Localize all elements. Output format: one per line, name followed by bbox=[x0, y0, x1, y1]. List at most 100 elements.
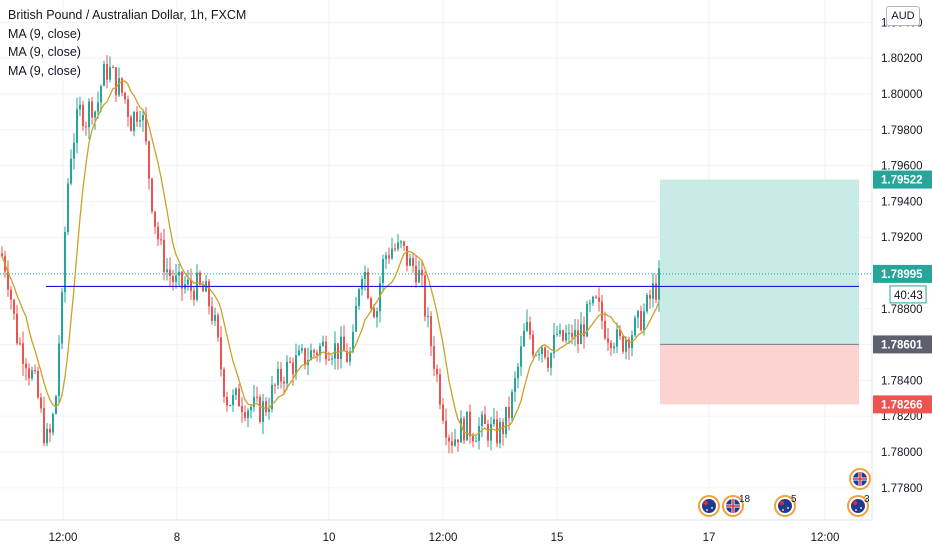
price-axis-label: 1.78200 bbox=[881, 411, 923, 423]
candle bbox=[580, 312, 582, 345]
candle bbox=[37, 366, 39, 400]
candle bbox=[517, 362, 519, 389]
candle bbox=[226, 391, 228, 412]
candle bbox=[244, 405, 246, 422]
countdown-tag: 40:43 bbox=[889, 285, 927, 304]
candle bbox=[229, 404, 231, 407]
candle bbox=[52, 412, 54, 436]
candle bbox=[235, 387, 237, 401]
symbol-title[interactable]: British Pound / Australian Dollar, 1h, F… bbox=[8, 8, 247, 22]
time-axis-label: 12:00 bbox=[49, 532, 78, 544]
candle bbox=[544, 346, 546, 360]
candle bbox=[118, 67, 120, 98]
candle bbox=[598, 287, 600, 312]
candle bbox=[589, 299, 591, 313]
candle bbox=[10, 285, 12, 310]
price-axis[interactable]: 1.778001.780001.782001.784001.786001.788… bbox=[881, 17, 923, 494]
uk-flag-icon bbox=[849, 468, 871, 490]
candle bbox=[436, 364, 438, 383]
candle bbox=[646, 292, 648, 314]
candle bbox=[79, 96, 81, 117]
candle bbox=[520, 335, 522, 376]
candle bbox=[457, 439, 459, 452]
ma-indicator-2[interactable]: MA (9, close) bbox=[8, 45, 81, 59]
candle bbox=[388, 247, 390, 264]
price-tags: 1.79522 1.78995 40:43 1.78601 1.78266 bbox=[873, 170, 932, 414]
candle bbox=[247, 407, 249, 428]
candle bbox=[151, 177, 153, 214]
candle bbox=[31, 366, 33, 381]
candle bbox=[484, 405, 486, 425]
candle bbox=[556, 325, 558, 337]
candle bbox=[490, 416, 492, 451]
candle bbox=[394, 243, 396, 252]
candle bbox=[619, 325, 621, 340]
candle bbox=[568, 323, 570, 344]
candle bbox=[349, 346, 351, 366]
candle bbox=[508, 396, 510, 431]
candle bbox=[322, 335, 324, 347]
candle bbox=[604, 311, 606, 341]
time-axis-label: 15 bbox=[551, 532, 564, 544]
time-axis[interactable]: 12:00 8 10 12:00 15 17 12:00 bbox=[49, 532, 840, 544]
candle bbox=[208, 279, 210, 315]
candle bbox=[496, 410, 498, 448]
candle bbox=[46, 422, 48, 447]
candle bbox=[340, 326, 342, 369]
candle bbox=[175, 264, 177, 289]
ma-indicator-1[interactable]: MA (9, close) bbox=[8, 26, 81, 41]
candle bbox=[409, 254, 411, 267]
candle bbox=[337, 343, 339, 370]
candle bbox=[280, 361, 282, 389]
time-axis-label: 8 bbox=[174, 532, 180, 544]
stop-price-tag-text: 1.78266 bbox=[881, 399, 923, 411]
candle bbox=[277, 361, 279, 390]
ma-indicator-3[interactable]: MA (9, close) bbox=[8, 63, 81, 78]
event-count: 18 bbox=[739, 494, 751, 505]
candle bbox=[271, 376, 273, 413]
loss-zone[interactable] bbox=[660, 344, 859, 405]
candle bbox=[466, 411, 468, 441]
candle bbox=[601, 294, 603, 330]
event-count: 5 bbox=[791, 494, 797, 505]
candle bbox=[262, 393, 264, 435]
australia-flag-icon bbox=[698, 495, 720, 517]
chart-legend: British Pound / Australian Dollar, 1h, F… bbox=[8, 6, 246, 80]
candle bbox=[367, 267, 369, 300]
candle bbox=[154, 211, 156, 235]
candle bbox=[73, 133, 75, 170]
candle bbox=[82, 100, 84, 131]
entry-price-tag-text: 1.78601 bbox=[881, 339, 923, 351]
candle bbox=[634, 315, 636, 338]
candle bbox=[301, 343, 303, 354]
candle bbox=[199, 270, 201, 288]
candle bbox=[430, 311, 432, 357]
candle bbox=[214, 307, 216, 326]
candle bbox=[166, 258, 168, 281]
price-axis-label: 1.78800 bbox=[881, 304, 923, 316]
candle bbox=[652, 273, 654, 308]
candle bbox=[13, 298, 15, 320]
candle bbox=[286, 355, 288, 391]
candle bbox=[103, 60, 105, 87]
candle bbox=[424, 271, 426, 322]
candle bbox=[463, 416, 465, 445]
profit-zone[interactable] bbox=[660, 179, 859, 345]
candle bbox=[631, 330, 633, 357]
currency-button[interactable]: AUD bbox=[886, 6, 920, 26]
candle bbox=[574, 318, 576, 347]
candle bbox=[91, 97, 93, 125]
event-count: 3 bbox=[864, 494, 870, 505]
candles bbox=[1, 55, 660, 454]
candle bbox=[481, 410, 483, 438]
candle bbox=[343, 325, 345, 352]
candle bbox=[559, 323, 561, 337]
candle bbox=[391, 237, 393, 260]
candle bbox=[58, 335, 60, 405]
candle bbox=[562, 329, 564, 343]
candle bbox=[304, 347, 306, 370]
candle bbox=[655, 274, 657, 304]
time-axis-label: 12:00 bbox=[811, 532, 840, 544]
price-axis-label: 1.79600 bbox=[881, 161, 923, 173]
